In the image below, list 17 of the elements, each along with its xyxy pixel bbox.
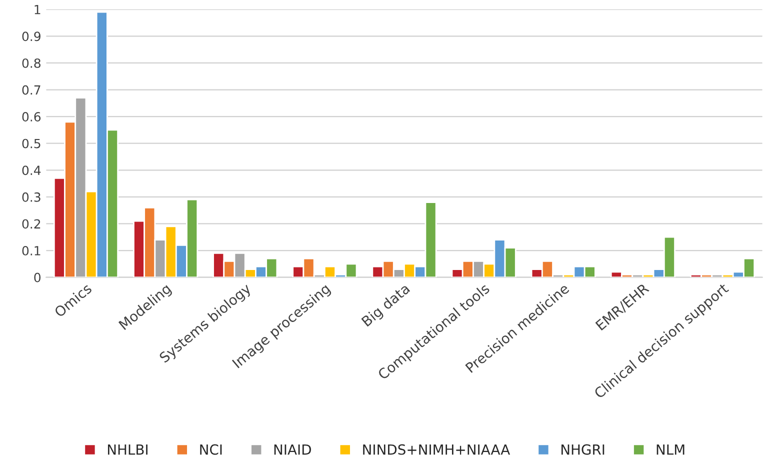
legend-label: NHGRI bbox=[561, 444, 604, 455]
y-tick-label: 0.5 bbox=[22, 138, 40, 148]
legend-label: NINDS+NIMH+NIAAA bbox=[363, 444, 510, 455]
y-tick-label: 0 bbox=[34, 272, 41, 282]
legend-label: NIAID bbox=[274, 444, 311, 455]
y-tick-label: 0.3 bbox=[22, 192, 40, 202]
y-tick-label: 0.1 bbox=[22, 246, 40, 256]
y-tick-label: 0.2 bbox=[22, 219, 40, 229]
legend-label: NLM bbox=[656, 444, 684, 455]
y-tick-label: 0.4 bbox=[22, 166, 41, 176]
y-tick-label: 0.9 bbox=[22, 32, 40, 42]
legend-label: NCI bbox=[200, 444, 222, 455]
y-tick-label: 0.6 bbox=[22, 112, 41, 122]
y-tick-label: 0.7 bbox=[22, 85, 40, 95]
legend-label: NHLBI bbox=[108, 444, 148, 455]
y-tick-label: 1 bbox=[34, 5, 40, 14]
y-tick-label: 0.8 bbox=[22, 58, 40, 68]
